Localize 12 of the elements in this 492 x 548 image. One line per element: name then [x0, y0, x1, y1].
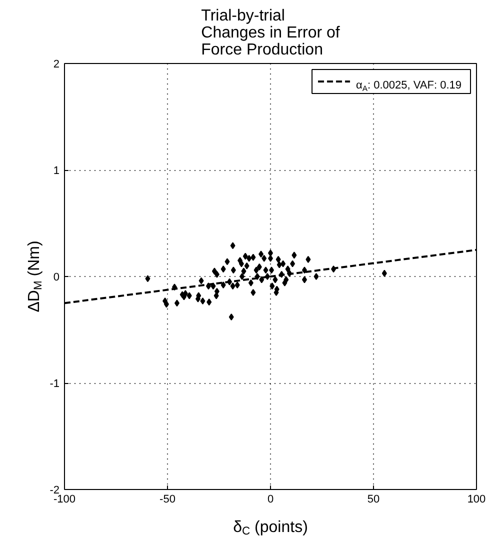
y-tick-label: 1	[53, 165, 60, 177]
y-tick-label: -2	[50, 484, 60, 496]
x-tick-label: 0	[267, 494, 274, 506]
y-tick-label: 0	[53, 272, 60, 284]
y-tick-label: -1	[50, 378, 60, 390]
y-tick-label: 2	[53, 58, 60, 70]
y-axis-title: ΔDM (Nm)	[26, 240, 44, 312]
x-tick-label: 50	[367, 494, 380, 506]
x-tick-label: 100	[467, 494, 486, 506]
x-tick-label: -50	[160, 494, 176, 506]
x-tick-label: -100	[53, 494, 76, 506]
chart-title: Trial-by-trial Changes in Error of Force Production	[201, 8, 340, 58]
